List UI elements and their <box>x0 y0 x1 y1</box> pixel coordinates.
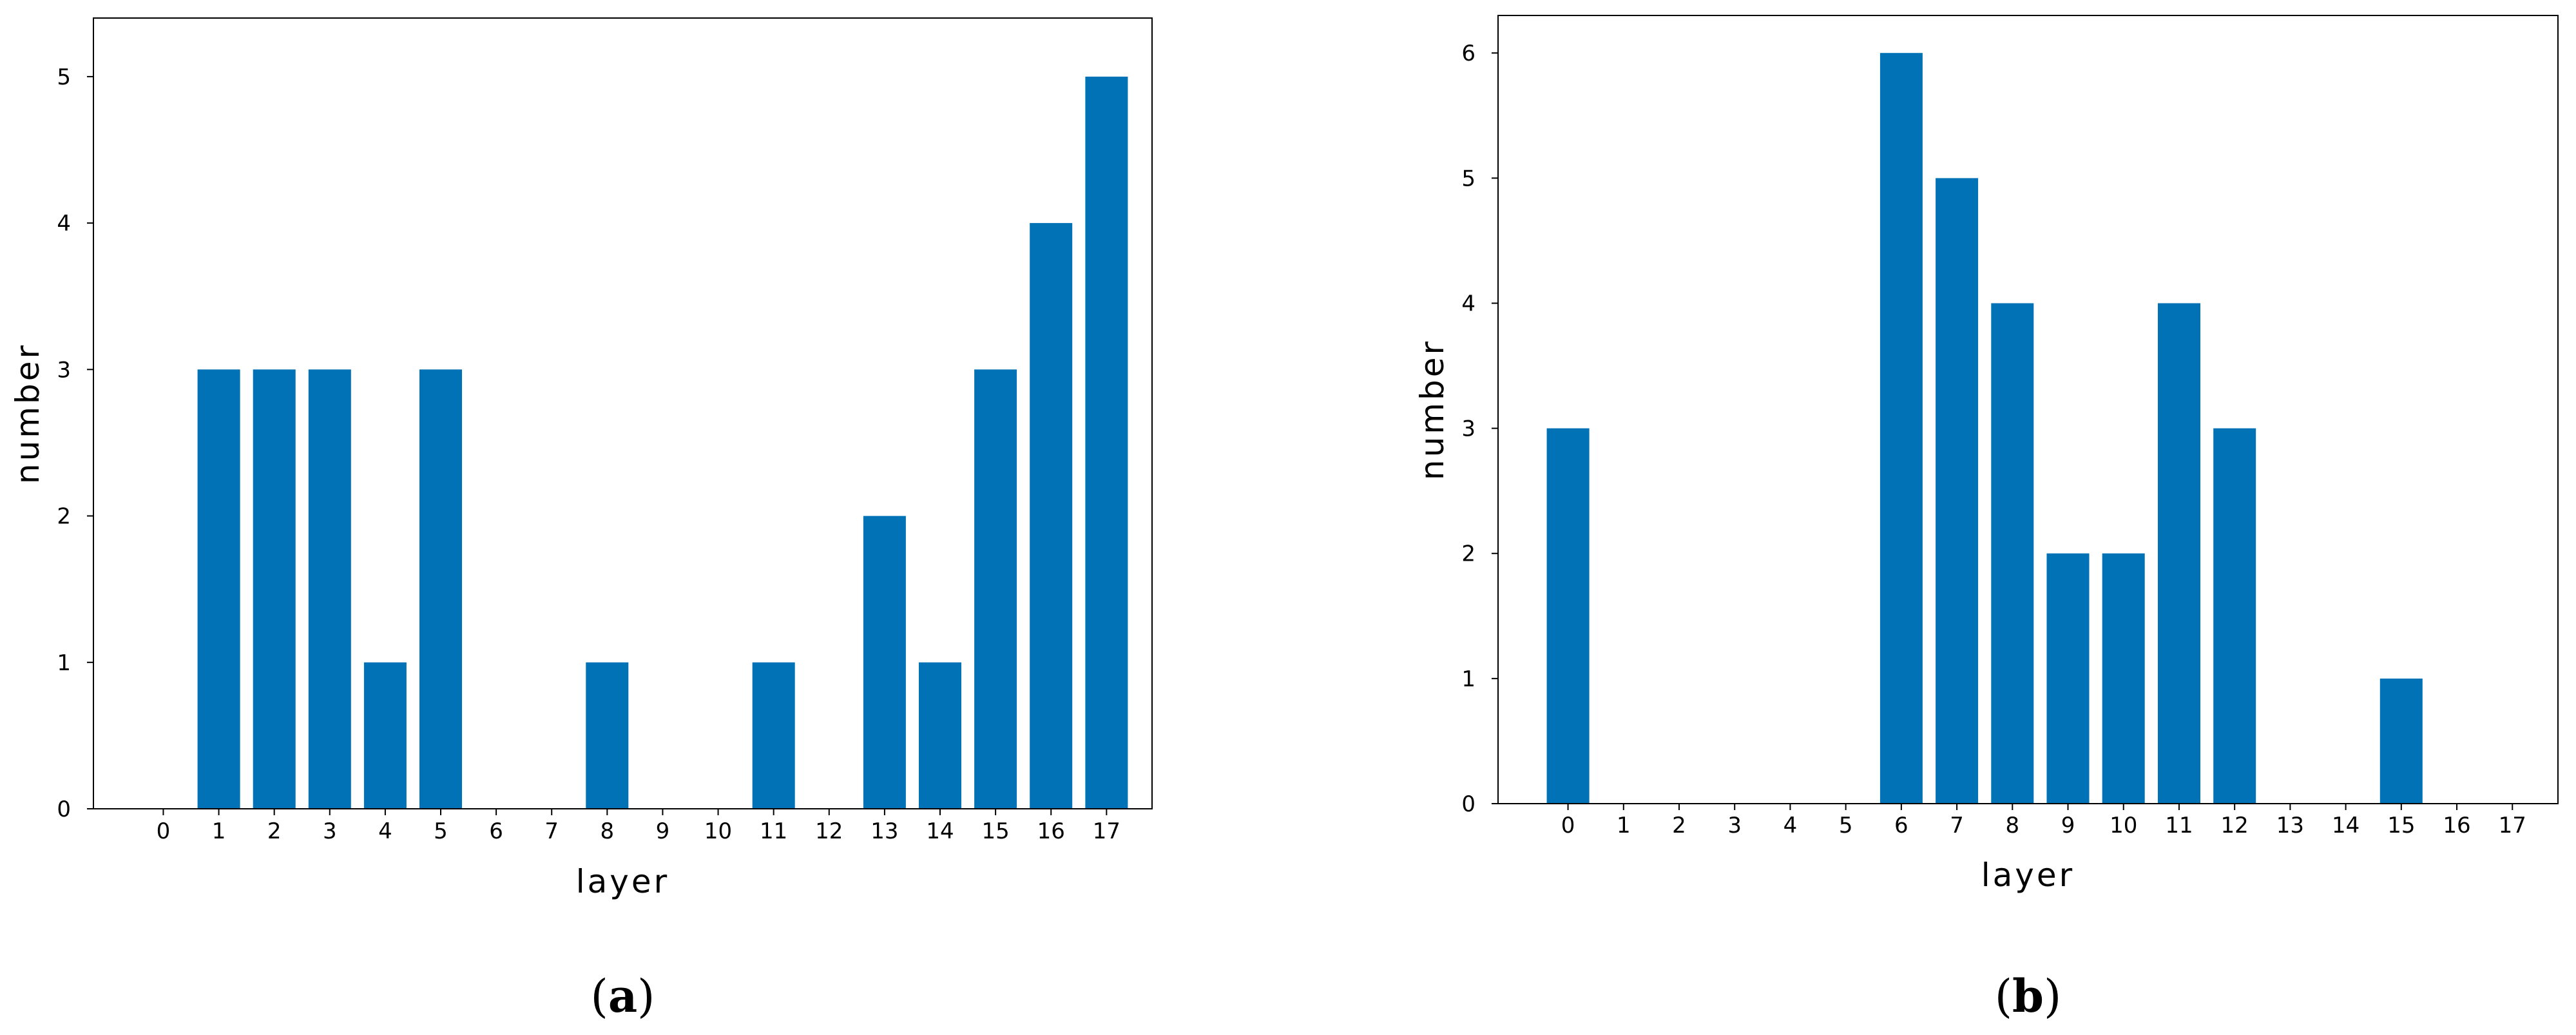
x-tick-label-a-2: 2 <box>267 818 282 844</box>
bar-b-layer-8 <box>1991 303 2034 804</box>
bar-a-layer-17 <box>1085 76 1128 809</box>
bar-b-layer-6 <box>1879 53 1923 804</box>
bar-a-layer-15 <box>974 369 1017 809</box>
plot-frame-a <box>93 17 1153 809</box>
x-tick-label-b-5: 5 <box>1839 813 1853 838</box>
y-tick-label-b-0: 0 <box>1461 791 1475 817</box>
plot-frame-b <box>1497 15 2559 804</box>
bar-a-layer-1 <box>197 369 240 809</box>
bar-a-layer-13 <box>863 516 906 809</box>
bar-b-layer-12 <box>2213 428 2256 804</box>
x-tick-label-b-13: 13 <box>2276 813 2304 838</box>
x-tick-label-b-2: 2 <box>1672 813 1686 838</box>
y-tick-label-b-5: 5 <box>1461 166 1475 191</box>
y-axis-label-b: number <box>1414 339 1451 480</box>
chart-panel-b: 0 1 2 3 4 5 6 7 8 9 10 11 12 13 14 15 16 170123456layernu… <box>1414 15 2559 1023</box>
y-tick-label-a-2: 2 <box>57 504 71 530</box>
bar-b-layer-7 <box>1936 178 1979 804</box>
y-tick-label-a-1: 1 <box>57 650 71 676</box>
y-tick-label-a-3: 3 <box>57 357 71 383</box>
y-axis-label-a: number <box>9 343 46 484</box>
x-tick-label-a-8: 8 <box>601 818 615 844</box>
x-tick-label-b-7: 7 <box>1950 813 1964 838</box>
x-tick-label-b-15: 15 <box>2387 813 2415 838</box>
x-tick-label-b-6: 6 <box>1894 813 1908 838</box>
y-tick-label-b-6: 6 <box>1461 41 1475 66</box>
y-tick-label-b-3: 3 <box>1461 416 1475 442</box>
bar-a-layer-14 <box>919 662 961 809</box>
y-tick-label-b-4: 4 <box>1461 291 1475 316</box>
y-tick-label-b-1: 1 <box>1461 666 1475 692</box>
x-tick-label-b-8: 8 <box>2005 813 2019 838</box>
x-tick-label-b-17: 17 <box>2499 813 2526 838</box>
bar-b-layer-15 <box>2379 678 2423 804</box>
x-tick-label-b-9: 9 <box>2061 813 2075 838</box>
x-tick-label-b-10: 10 <box>2110 813 2137 838</box>
bar-b-layer-9 <box>2046 553 2090 804</box>
y-tick-label-a-4: 4 <box>57 211 71 237</box>
x-tick-label-b-0: 0 <box>1561 813 1575 838</box>
x-tick-label-a-15: 15 <box>981 818 1009 844</box>
bar-b-layer-0 <box>1546 428 1590 804</box>
x-tick-label-a-11: 11 <box>760 818 787 844</box>
x-tick-label-b-3: 3 <box>1727 813 1742 838</box>
x-tick-label-a-16: 16 <box>1037 818 1065 844</box>
x-tick-label-a-12: 12 <box>815 818 843 844</box>
bar-b-layer-11 <box>2158 303 2200 804</box>
x-tick-label-b-11: 11 <box>2165 813 2193 838</box>
x-tick-label-a-10: 10 <box>704 818 732 844</box>
bar-a-layer-5 <box>419 369 462 809</box>
x-tick-label-a-3: 3 <box>323 818 337 844</box>
x-tick-label-a-6: 6 <box>489 818 503 844</box>
x-tick-label-a-0: 0 <box>157 818 171 844</box>
panel-caption-b: (b) <box>1995 969 2062 1023</box>
x-tick-label-a-5: 5 <box>434 818 448 844</box>
y-tick-label-b-2: 2 <box>1461 541 1475 567</box>
bar-a-layer-8 <box>586 662 629 809</box>
x-tick-label-a-9: 9 <box>656 818 670 844</box>
bar-a-layer-11 <box>752 662 795 809</box>
x-tick-label-b-14: 14 <box>2332 813 2360 838</box>
bar-a-layer-4 <box>363 662 407 809</box>
x-tick-label-a-1: 1 <box>212 818 226 844</box>
x-tick-label-a-17: 17 <box>1093 818 1120 844</box>
x-tick-label-b-1: 1 <box>1617 813 1631 838</box>
panel-caption-a: (a) <box>591 969 655 1023</box>
bar-a-layer-16 <box>1030 223 1073 809</box>
x-axis-label-a: layer <box>576 863 669 900</box>
chart-panel-a: 0 1 2 3 4 5 6 7 8 9 10 11 12 13 14 15 16 17012345layernum… <box>9 17 1153 1023</box>
x-tick-label-a-13: 13 <box>870 818 898 844</box>
bar-a-layer-2 <box>253 369 296 809</box>
x-tick-label-a-4: 4 <box>378 818 392 844</box>
bar-b-layer-10 <box>2102 553 2145 804</box>
x-axis-label-b: layer <box>1981 856 2075 894</box>
y-tick-label-a-0: 0 <box>57 797 71 822</box>
y-tick-label-a-5: 5 <box>57 64 71 90</box>
x-tick-label-b-4: 4 <box>1783 813 1798 838</box>
x-tick-label-a-7: 7 <box>544 818 559 844</box>
x-tick-label-b-12: 12 <box>2221 813 2249 838</box>
bar-a-layer-3 <box>308 369 351 809</box>
x-tick-label-a-14: 14 <box>926 818 954 844</box>
x-tick-label-b-16: 16 <box>2443 813 2470 838</box>
